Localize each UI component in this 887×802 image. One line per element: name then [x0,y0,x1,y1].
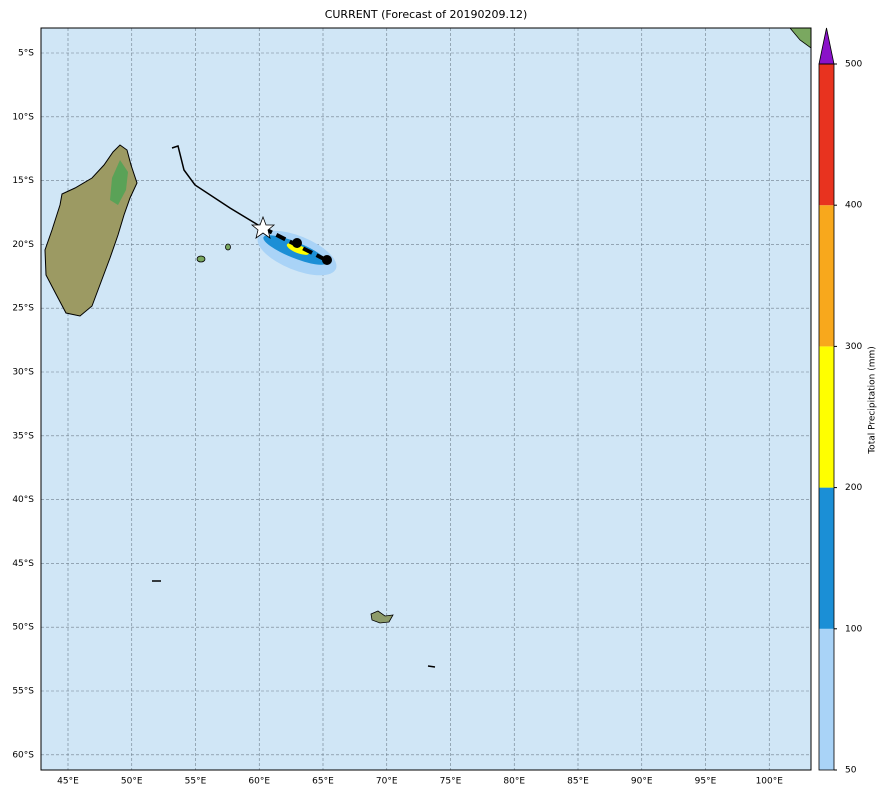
colorbar [818,27,837,771]
rain-200 [286,243,310,255]
lon-label: 65°E [312,777,334,787]
kerguelen [370,610,394,624]
forecast-point [292,238,302,248]
colorbar-extend [818,27,835,65]
colorbar-tick-label: 100 [845,624,862,634]
map-frame [40,27,812,771]
lat-label: 25°S [12,304,34,314]
colorbar-segment [819,205,834,347]
colorbar-tick-label: 200 [845,483,862,493]
ocean [41,28,811,770]
past-track [171,145,264,229]
colorbar-segment [819,64,834,206]
lon-label: 55°E [185,777,207,787]
madagascar-relief [110,160,128,205]
lat-label: 15°S [12,176,34,186]
map-title: CURRENT (Forecast of 20190209.12) [325,8,528,21]
colorbar-segment [819,487,834,629]
lon-label: 60°E [248,777,270,787]
lat-label: 55°S [12,687,34,697]
colorbar-tick-label: 50 [845,766,857,776]
lon-label: 70°E [376,777,398,787]
lat-label: 30°S [12,368,34,378]
lon-label: 45°E [57,777,79,787]
reunion [196,255,206,263]
colorbar-label: Total Precipitation (mm) [868,346,878,455]
lat-label: 50°S [12,623,34,633]
lon-label: 90°E [631,777,653,787]
lon-label: 50°E [121,777,143,787]
colorbar-tick-label: 300 [845,342,862,352]
colorbar-segment [819,628,834,770]
lat-label: 60°S [12,750,34,760]
lon-label: 85°E [567,777,589,787]
amsterdam-island [427,665,436,668]
lat-label: 10°S [12,112,34,122]
lon-label: 75°E [440,777,462,787]
lat-label: 35°S [12,431,34,441]
lat-label: 20°S [12,240,34,250]
lat-label: 5°S [18,49,34,59]
colorbar-frame [818,63,835,771]
lat-label: 45°S [12,559,34,569]
colorbar-segment [819,346,834,488]
colorbar-tick-label: 500 [845,60,862,70]
current-position [250,215,276,239]
graticule [41,28,811,770]
colorbar-tick-label: 400 [845,201,862,211]
lat-label: 40°S [12,495,34,505]
lon-label: 80°E [503,777,525,787]
lon-label: 100°E [756,777,784,787]
forecast-point [322,255,332,265]
lon-label: 95°E [695,777,717,787]
mauritius [225,243,231,251]
